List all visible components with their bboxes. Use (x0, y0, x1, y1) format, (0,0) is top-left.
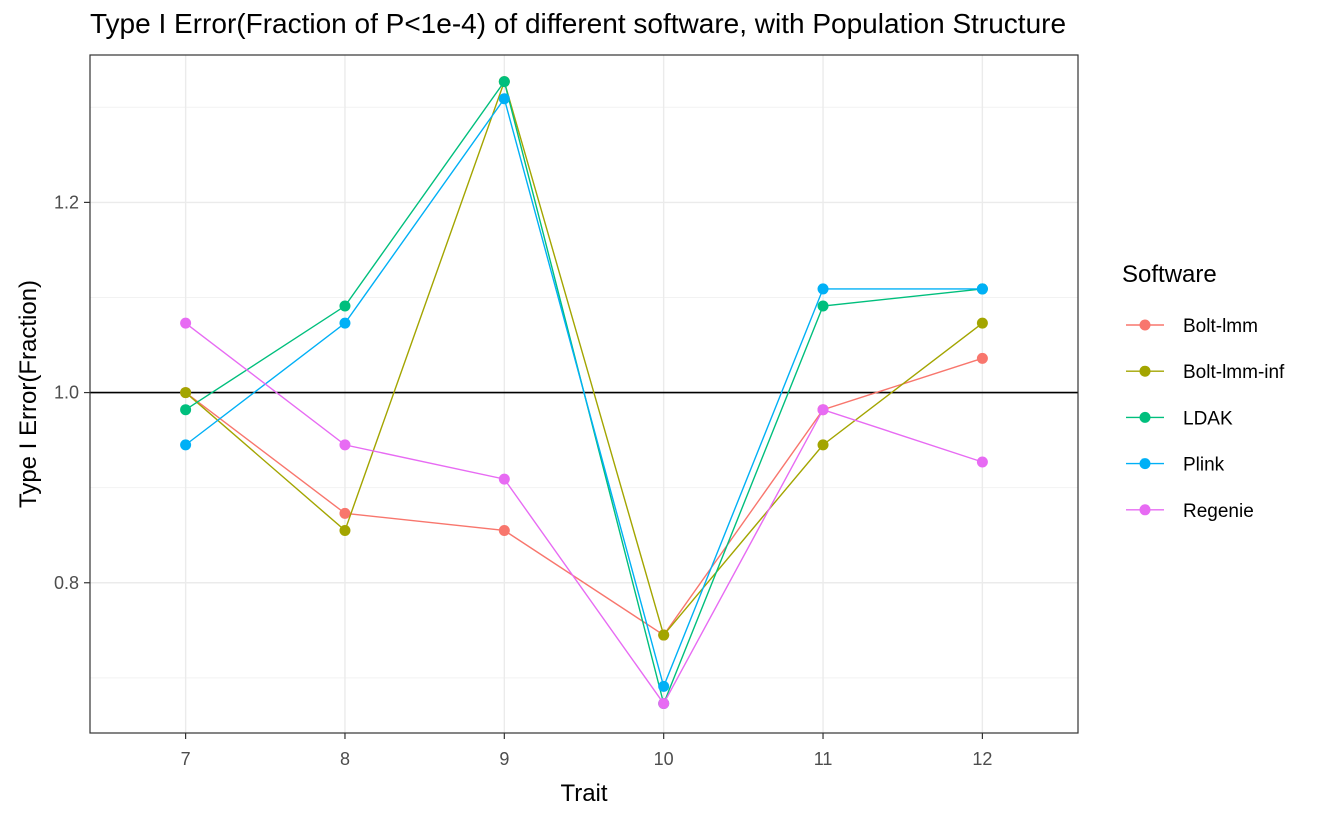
data-point (180, 387, 192, 399)
data-point (976, 352, 988, 364)
data-point (658, 629, 670, 641)
legend-item-plink: Plink (1126, 455, 1225, 476)
data-point (180, 317, 192, 329)
series-line (185, 357, 983, 637)
x-tick-label: 10 (654, 749, 674, 769)
axes: 7 8 9 10 11 12 0.8 1.0 1.2 (54, 192, 992, 769)
data-point (339, 300, 351, 312)
legend-key-point (1139, 411, 1151, 423)
data-point (817, 439, 829, 451)
data-point (817, 283, 829, 295)
data-point (339, 317, 351, 329)
x-tick-label: 9 (499, 749, 509, 769)
series-line (185, 97, 983, 689)
data-point (658, 698, 670, 710)
legend-label: Plink (1183, 455, 1225, 476)
x-tick-label: 8 (340, 749, 350, 769)
legend-key-point (1139, 504, 1151, 516)
series-group (180, 76, 988, 710)
data-point (817, 300, 829, 312)
series-line (185, 322, 983, 705)
legend-item-bolt-lmm-inf: Bolt-lmm-inf (1126, 362, 1285, 383)
legend-title: Software (1122, 261, 1217, 288)
legend-key-point (1139, 365, 1151, 377)
series-line (185, 79, 983, 637)
y-tick-label: 1.0 (54, 383, 79, 403)
chart-title: Type I Error(Fraction of P<1e-4) of diff… (90, 8, 1066, 39)
x-tick-label: 11 (814, 749, 833, 769)
legend-key-point (1139, 319, 1151, 331)
legend-label: LDAK (1183, 408, 1233, 429)
legend-item-bolt-lmm: Bolt-lmm (1126, 316, 1258, 337)
y-tick-label: 1.2 (54, 192, 79, 212)
data-point (339, 439, 351, 451)
series-bolt-lmm-inf (180, 76, 988, 641)
legend-label: Regenie (1183, 501, 1254, 522)
data-point (976, 456, 988, 468)
data-point (339, 507, 351, 519)
series-plink (180, 93, 988, 692)
legend-item-ldak: LDAK (1126, 408, 1233, 429)
data-point (976, 317, 988, 329)
data-point (180, 439, 192, 451)
legend: Software Bolt-lmm Bolt-lmm-inf LDAK Plink Re… (1122, 261, 1285, 522)
data-point (976, 283, 988, 295)
data-point (817, 404, 829, 416)
series-bolt-lmm (180, 352, 988, 641)
plot-panel-border (89, 54, 1079, 734)
x-tick-label: 12 (972, 749, 992, 769)
data-point (498, 76, 510, 88)
legend-key-point (1139, 458, 1151, 470)
y-tick-label: 0.8 (54, 573, 79, 593)
legend-label: Bolt-lmm (1183, 316, 1258, 337)
data-point (498, 473, 510, 485)
data-point (498, 93, 510, 105)
legend-label: Bolt-lmm-inf (1183, 362, 1285, 383)
data-point (498, 524, 510, 536)
data-point (180, 404, 192, 416)
x-tick-label: 7 (181, 749, 191, 769)
data-point (339, 524, 351, 536)
series-regenie (180, 317, 988, 710)
legend-item-regenie: Regenie (1126, 501, 1254, 522)
y-axis-title: Type I Error(Fraction) (15, 280, 42, 508)
x-axis-title: Trait (560, 780, 607, 807)
data-point (658, 680, 670, 692)
